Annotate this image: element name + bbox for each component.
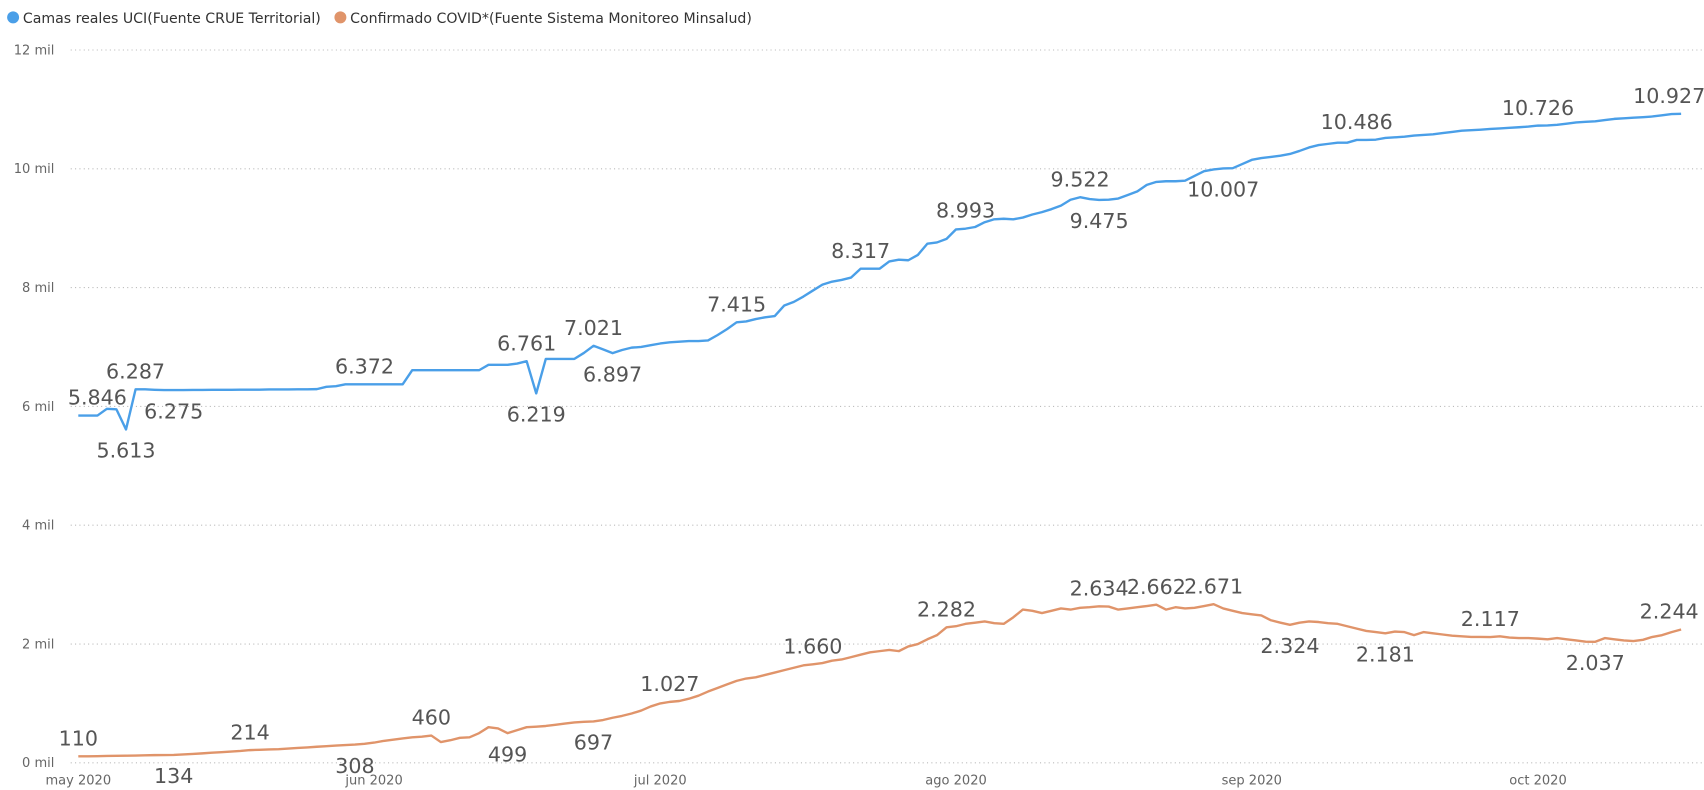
legend-marker — [7, 11, 20, 24]
x-tick-label: sep 2020 — [1222, 774, 1282, 789]
data-label: 1.027 — [640, 672, 699, 696]
data-label: 6.287 — [106, 359, 165, 383]
data-label: 6.897 — [583, 362, 642, 386]
y-tick-label: 8 mil — [22, 281, 54, 296]
x-tick-label: ago 2020 — [925, 774, 986, 789]
x-tick-label: oct 2020 — [1509, 774, 1566, 789]
data-label: 134 — [154, 764, 193, 788]
series-line — [78, 112, 1682, 431]
data-label: 5.846 — [68, 386, 127, 410]
data-label: 2.037 — [1566, 651, 1625, 675]
data-label: 214 — [230, 720, 269, 744]
data-label: 460 — [412, 706, 451, 730]
y-tick-label: 4 mil — [22, 519, 54, 534]
data-label: 308 — [335, 754, 374, 778]
y-tick-label: 2 mil — [22, 637, 54, 652]
data-label: 2.181 — [1356, 643, 1415, 667]
data-label: 9.475 — [1070, 209, 1129, 233]
data-label: 110 — [59, 726, 98, 750]
data-label: 7.415 — [707, 292, 766, 316]
data-label: 6.372 — [335, 354, 394, 378]
data-label: 7.021 — [564, 316, 623, 340]
data-label: 2.282 — [917, 597, 976, 621]
data-label: 1.660 — [783, 634, 842, 658]
data-label: 2.117 — [1461, 607, 1520, 631]
x-tick-label: may 2020 — [45, 774, 111, 789]
data-label: 8.317 — [831, 239, 890, 263]
data-label: 6.761 — [497, 331, 556, 355]
data-label: 2.634 — [1070, 576, 1129, 600]
series-line — [78, 602, 1682, 758]
data-label: 499 — [488, 742, 527, 766]
data-label: 10.486 — [1321, 110, 1393, 134]
y-tick-label: 10 mil — [14, 162, 55, 177]
x-tick-label: jun 2020 — [344, 774, 402, 789]
data-label: 2.671 — [1184, 574, 1243, 598]
y-tick-label: 6 mil — [22, 400, 54, 415]
data-label: 6.275 — [144, 399, 203, 423]
y-tick-label: 12 mil — [14, 43, 55, 58]
legend-label: Camas reales UCI(Fuente CRUE Territorial… — [23, 11, 321, 27]
data-label: 2.662 — [1127, 575, 1186, 599]
data-label: 10.007 — [1187, 178, 1259, 202]
legend-label: Confirmado COVID*(Fuente Sistema Monitor… — [350, 11, 752, 27]
data-label: 10.927 — [1633, 84, 1704, 108]
data-label: 8.993 — [936, 199, 995, 223]
data-label: 6.219 — [507, 403, 566, 427]
legend-marker — [334, 11, 347, 24]
x-tick-label: jul 2020 — [633, 774, 687, 789]
data-label: 2.244 — [1640, 600, 1699, 624]
data-label: 9.522 — [1051, 167, 1110, 191]
data-label: 697 — [574, 731, 613, 755]
data-label: 10.726 — [1502, 96, 1574, 120]
data-label: 5.613 — [96, 439, 155, 463]
data-label: 2.324 — [1260, 634, 1319, 658]
y-tick-label: 0 mil — [22, 756, 54, 771]
